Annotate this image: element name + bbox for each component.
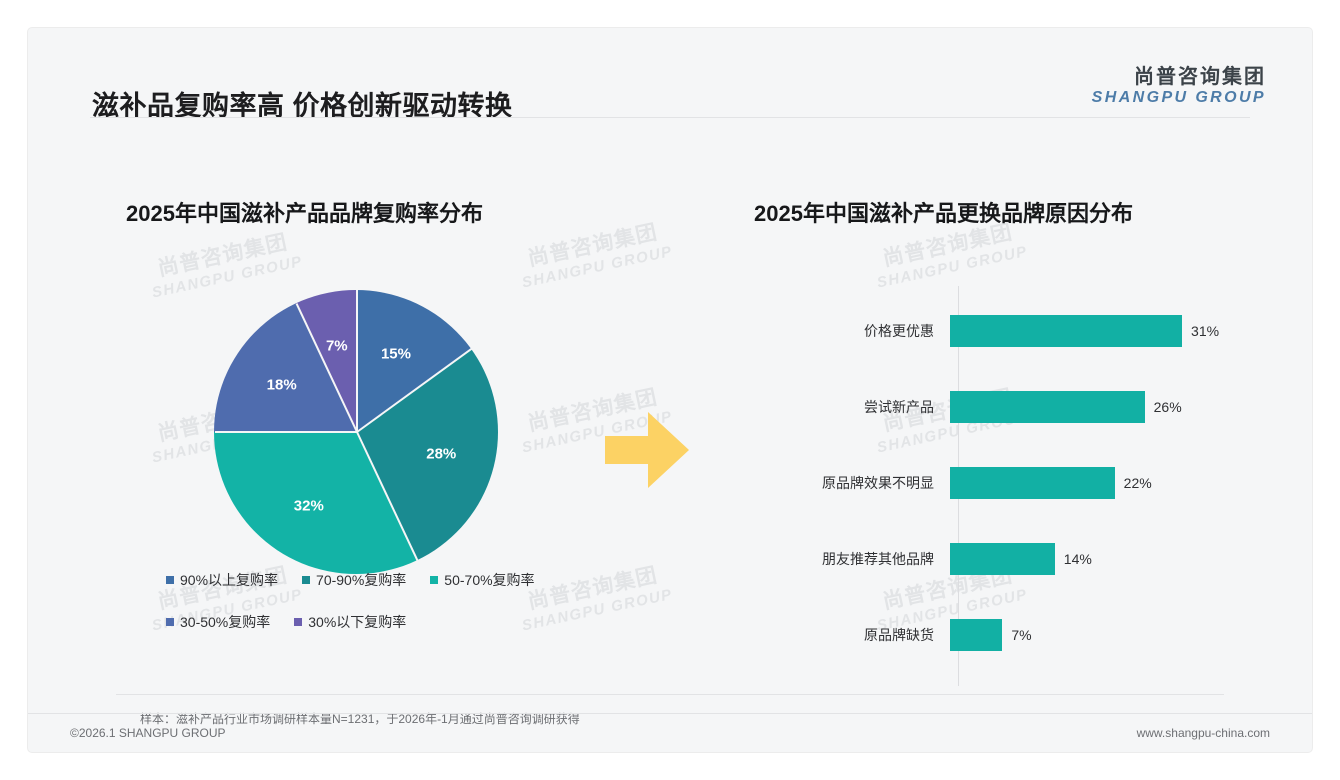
- logo-text-cn: 尚普咨询集团: [1134, 66, 1266, 88]
- legend-swatch: [166, 618, 174, 626]
- bar-chart-row: 朋友推荐其他品牌 14%: [754, 542, 1254, 576]
- bar-track: 22%: [950, 466, 1254, 500]
- legend-label: 90%以上复购率: [180, 572, 279, 588]
- pie-slice-separator: [215, 431, 357, 433]
- legend-label: 50-70%复购率: [444, 572, 535, 588]
- watermark: 尚普咨询集团 SHANGPU GROUP: [515, 218, 675, 294]
- bar-track: 14%: [950, 542, 1254, 576]
- watermark: 尚普咨询集团 SHANGPU GROUP: [870, 218, 1030, 294]
- legend-item[interactable]: 30-50%复购率: [166, 612, 270, 632]
- footnote-divider: [116, 694, 1224, 695]
- company-logo: 尚普咨询集团 SHANGPU GROUP: [1092, 66, 1266, 107]
- bar-chart-row: 原品牌缺货 7%: [754, 618, 1254, 652]
- bar-value-label: 31%: [1191, 323, 1220, 339]
- arrow-right-glyph: [605, 412, 689, 488]
- pie-slice-label: 28%: [426, 445, 457, 463]
- bar-chart-row: 价格更优惠 31%: [754, 314, 1254, 348]
- pie-slice-label: 32%: [293, 497, 324, 515]
- legend-item[interactable]: 90%以上复购率: [166, 570, 278, 590]
- bar-value-label: 26%: [1153, 399, 1182, 415]
- logo-text-en: SHANGPU GROUP: [1091, 89, 1266, 106]
- watermark-line-en: SHANGPU GROUP: [520, 243, 675, 292]
- legend-swatch: [294, 618, 303, 626]
- footer-divider: [28, 713, 1312, 714]
- bar-category-label: 朋友推荐其他品牌: [822, 551, 934, 567]
- slide-header: 滋补品复购率高 价格创新驱动转换 尚普咨询集团 SHANGPU GROUP: [28, 28, 1312, 121]
- legend-label: 30-50%复购率: [180, 614, 271, 630]
- watermark-line-cn: 尚普咨询集团: [155, 230, 290, 281]
- bar-track: 26%: [950, 390, 1254, 424]
- legend-row: 90%以上复购率 70-90%复购率 50-70%复购率: [166, 570, 626, 590]
- bar-fill[interactable]: [950, 467, 1115, 499]
- bar-chart-title: 2025年中国滋补产品更换品牌原因分布: [754, 201, 1133, 226]
- bar-value-label: 14%: [1063, 551, 1092, 567]
- bar-category-label: 原品牌效果不明显: [822, 475, 934, 491]
- bar-fill[interactable]: [950, 543, 1055, 575]
- bar-fill[interactable]: [950, 391, 1145, 423]
- pie-slice-label: 7%: [325, 337, 348, 355]
- bar-category-label: 价格更优惠: [864, 323, 934, 339]
- slide-canvas: 尚普咨询集团 SHANGPU GROUP 尚普咨询集团 SHANGPU GROU…: [28, 28, 1312, 752]
- legend-label: 70-90%复购率: [316, 572, 407, 588]
- bar-fill[interactable]: [950, 619, 1003, 651]
- bar-track: 7%: [950, 618, 1254, 652]
- header-divider: [90, 117, 1250, 118]
- watermark-line-cn: 尚普咨询集团: [525, 220, 660, 271]
- legend-item[interactable]: 30%以下复购率: [294, 612, 406, 632]
- page-title: 滋补品复购率高 价格创新驱动转换: [92, 91, 513, 121]
- legend-row: 30-50%复购率 30%以下复购率: [166, 612, 626, 632]
- pie-chart-legend: 90%以上复购率 70-90%复购率 50-70%复购率 30-50%复购率 30%以下…: [166, 570, 626, 654]
- pie-chart-title: 2025年中国滋补产品品牌复购率分布: [126, 201, 483, 226]
- pie-slice-separator: [356, 290, 358, 432]
- legend-swatch: [166, 576, 174, 584]
- bar-chart-row: 尝试新产品 26%: [754, 390, 1254, 424]
- pie-slice-label: 18%: [266, 376, 297, 394]
- bar-chart: 价格更优惠 31% 尝试新产品 26% 原品牌效果不明显 22% 朋友推荐其他品牌 14% 原品…: [754, 286, 1254, 686]
- legend-swatch: [302, 576, 311, 584]
- footnote-text: 样本：滋补产品行业市场调研样本量N=1231，于2026年-1月通过尚普咨询调研…: [140, 712, 580, 726]
- footer-copyright: ©2026.1 SHANGPU GROUP: [70, 726, 226, 740]
- legend-item[interactable]: 70-90%复购率: [302, 570, 406, 590]
- bar-category-label: 尝试新产品: [864, 399, 934, 415]
- legend-label: 30%以下复购率: [308, 614, 407, 630]
- bar-fill[interactable]: [950, 315, 1183, 347]
- bar-value-label: 22%: [1123, 475, 1152, 491]
- bar-category-label: 原品牌缺货: [864, 627, 934, 643]
- pie-chart: 15% 28% 32% 18% 7%: [214, 290, 498, 574]
- legend-item[interactable]: 50-70%复购率: [430, 570, 535, 590]
- bar-track: 31%: [950, 314, 1254, 348]
- arrow-right-icon: [601, 408, 693, 497]
- legend-swatch: [430, 576, 439, 584]
- footer-website: www.shangpu-china.com: [1136, 726, 1270, 740]
- pie-slice-label: 15%: [380, 345, 411, 363]
- bar-chart-row: 原品牌效果不明显 22%: [754, 466, 1254, 500]
- bar-value-label: 7%: [1011, 627, 1032, 643]
